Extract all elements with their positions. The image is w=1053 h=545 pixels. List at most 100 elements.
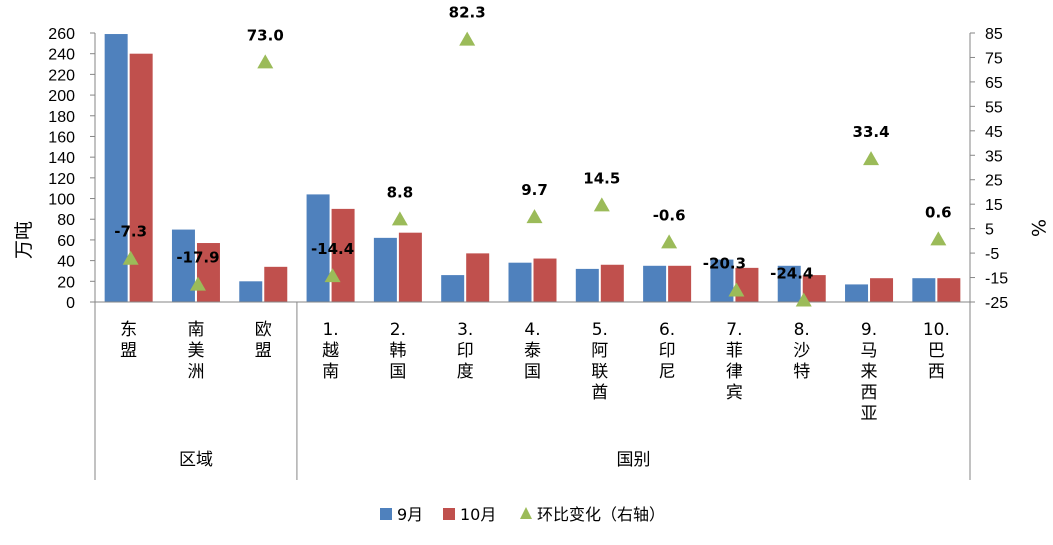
change-data-label: -7.3	[114, 223, 147, 241]
change-marker	[795, 292, 812, 307]
right-tick-label: 65	[985, 75, 1003, 92]
bar-oct	[870, 278, 894, 302]
change-marker	[122, 250, 139, 265]
change-data-label: 82.3	[449, 4, 486, 22]
category-label: 西	[861, 383, 878, 403]
category-label: 阿	[591, 341, 608, 361]
left-tick-label: 60	[57, 233, 75, 250]
category-label: 巴	[928, 341, 945, 361]
left-tick-label: 220	[48, 67, 75, 84]
bar-oct	[398, 232, 422, 302]
category-label: 东	[120, 320, 137, 340]
category-label: 1.	[322, 320, 338, 340]
category-label: 2.	[390, 320, 406, 340]
category-label: 4.	[524, 320, 540, 340]
left-tick-label: 260	[48, 26, 75, 43]
change-marker	[257, 54, 274, 69]
bar-oct	[129, 53, 153, 302]
category-label: 律	[726, 362, 743, 382]
legend-label-sep: 9月	[397, 505, 423, 524]
change-data-label: -24.4	[770, 265, 813, 283]
left-tick-label: 20	[57, 274, 75, 291]
category-label: 美	[187, 341, 204, 361]
category-label: 5.	[592, 320, 608, 340]
left-tick-label: 100	[48, 192, 75, 209]
change-marker	[863, 151, 880, 166]
change-marker	[728, 282, 745, 297]
change-marker	[324, 268, 341, 283]
category-label: 马	[861, 341, 878, 361]
bar-oct	[264, 266, 288, 302]
right-tick-label: 25	[985, 173, 1003, 190]
category-label: 韩	[389, 341, 406, 361]
legend-swatch-sep	[380, 508, 392, 520]
left-tick-label: 120	[48, 171, 75, 188]
right-tick-label: -25	[985, 295, 1008, 312]
bar-sep	[441, 275, 465, 302]
category-label: 泰	[524, 341, 541, 361]
change-data-label: -17.9	[176, 249, 219, 267]
category-label: 宾	[726, 383, 743, 403]
bar-sep	[575, 268, 599, 302]
right-tick-label: 55	[985, 99, 1003, 116]
legend-swatch-oct	[443, 508, 455, 520]
category-label: 3.	[457, 320, 473, 340]
change-data-label: -20.3	[703, 255, 746, 273]
bar-oct	[466, 253, 490, 302]
right-tick-label: -15	[985, 271, 1008, 288]
category-label: 菲	[726, 341, 743, 361]
bar-sep	[306, 194, 330, 302]
bar-sep	[777, 265, 801, 302]
change-data-label: -14.4	[311, 240, 354, 258]
change-data-label: 14.5	[583, 169, 620, 187]
group-label: 区域	[179, 450, 213, 470]
left-tick-label: 240	[48, 47, 75, 64]
change-data-label: 33.4	[853, 123, 890, 141]
change-data-label: 0.6	[925, 203, 952, 221]
change-marker	[526, 209, 543, 224]
bar-sep	[845, 284, 869, 302]
change-marker	[459, 31, 476, 46]
left-tick-label: 180	[48, 109, 75, 126]
category-label: 国	[524, 362, 541, 382]
left-tick-label: 0	[66, 295, 75, 312]
category-label: 国	[389, 362, 406, 382]
right-tick-label: 5	[985, 222, 994, 239]
left-axis-title: 万吨	[13, 221, 35, 259]
category-label: 8.	[794, 320, 810, 340]
category-label: 盟	[120, 341, 137, 361]
bar-sep	[373, 237, 397, 302]
bar-sep	[239, 281, 263, 302]
category-label: 沙	[793, 341, 810, 361]
bar-oct	[802, 275, 826, 302]
change-data-label: 73.0	[247, 26, 284, 44]
category-label: 特	[793, 362, 810, 382]
group-label: 国别	[616, 450, 650, 470]
category-label: 9.	[861, 320, 877, 340]
left-tick-label: 140	[48, 150, 75, 167]
bar-oct	[937, 278, 961, 302]
bar-oct	[735, 267, 759, 302]
change-marker	[593, 197, 610, 212]
category-label: 来	[861, 362, 878, 382]
right-tick-label: 35	[985, 148, 1003, 165]
category-label: 越	[322, 341, 339, 361]
right-tick-label: 85	[985, 26, 1003, 43]
category-label: 洲	[187, 362, 204, 382]
category-label: 6.	[659, 320, 675, 340]
category-label: 印	[659, 341, 676, 361]
legend-swatch-change	[520, 507, 532, 519]
bar-sep	[171, 229, 195, 302]
legend-label-oct: 10月	[460, 505, 496, 524]
left-tick-label: 40	[57, 254, 75, 271]
category-label: 西	[928, 362, 945, 382]
change-data-label: 8.8	[387, 183, 414, 201]
right-tick-label: 75	[985, 50, 1003, 67]
right-axis-title: %	[1027, 219, 1049, 237]
category-label: 尼	[659, 362, 676, 382]
category-label: 南	[322, 362, 339, 382]
right-tick-label: 15	[985, 197, 1003, 214]
bar-sep	[508, 262, 532, 302]
bar-sep	[104, 34, 128, 303]
